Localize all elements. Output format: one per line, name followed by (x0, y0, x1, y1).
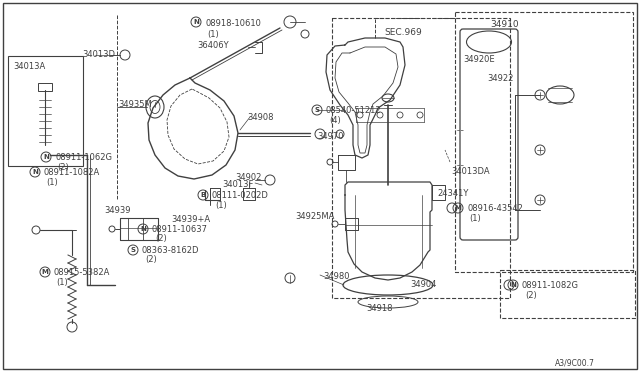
Text: 34013A: 34013A (13, 62, 45, 71)
Text: 34970: 34970 (317, 132, 344, 141)
Text: 34013D: 34013D (82, 50, 115, 59)
Text: (4): (4) (329, 116, 340, 125)
Bar (332, 18, 510, 298)
Text: 34910: 34910 (490, 20, 518, 29)
Text: 08918-10610: 08918-10610 (205, 19, 261, 28)
Text: (2): (2) (525, 291, 537, 300)
Text: M: M (454, 205, 461, 211)
Text: 34939+A: 34939+A (171, 215, 210, 224)
Text: 34980: 34980 (323, 272, 349, 281)
Text: (1): (1) (56, 278, 68, 287)
Text: B: B (200, 192, 205, 198)
Text: 08911-1082G: 08911-1082G (522, 281, 579, 290)
Text: 08363-8162D: 08363-8162D (142, 246, 200, 255)
Text: 34908: 34908 (247, 113, 273, 122)
Text: (1): (1) (215, 201, 227, 210)
Text: 24341Y: 24341Y (437, 189, 468, 198)
Text: 34918: 34918 (366, 304, 392, 313)
Text: N: N (193, 19, 199, 25)
Text: A3/9C00.7: A3/9C00.7 (555, 358, 595, 367)
Text: 34939: 34939 (104, 206, 131, 215)
Text: 36406Y: 36406Y (197, 41, 228, 50)
Text: 08911-1062G: 08911-1062G (55, 153, 112, 162)
Text: M: M (42, 269, 49, 275)
Text: 34935M: 34935M (118, 100, 152, 109)
Text: 08916-43542: 08916-43542 (467, 204, 523, 213)
Text: N: N (32, 169, 38, 175)
Text: 34904: 34904 (410, 280, 436, 289)
Bar (455, 12, 633, 272)
Bar (8, 56, 83, 166)
Text: 34013DA: 34013DA (451, 167, 490, 176)
Text: 08911-1082A: 08911-1082A (44, 168, 100, 177)
Text: 08911-10637: 08911-10637 (152, 225, 208, 234)
Text: 08111-0202D: 08111-0202D (212, 191, 269, 200)
Text: (1): (1) (207, 30, 219, 39)
Text: 34013F: 34013F (222, 180, 253, 189)
Bar (38, 83, 52, 91)
Text: S: S (314, 107, 319, 113)
Text: 34902: 34902 (235, 173, 261, 182)
Text: (1): (1) (469, 214, 481, 223)
Text: N: N (140, 226, 146, 232)
Text: N: N (510, 282, 516, 288)
Text: 34922: 34922 (487, 74, 513, 83)
Text: (1): (1) (46, 178, 58, 187)
Text: 08915-5382A: 08915-5382A (54, 268, 110, 277)
Bar (500, 270, 635, 318)
Text: SEC.969: SEC.969 (384, 28, 422, 37)
Text: 34920E: 34920E (463, 55, 495, 64)
Text: S: S (131, 247, 136, 253)
Text: 34925MA: 34925MA (295, 212, 334, 221)
Text: (2): (2) (57, 163, 68, 172)
Text: 08540-51212: 08540-51212 (326, 106, 381, 115)
Text: N: N (43, 154, 49, 160)
Text: (2): (2) (155, 234, 167, 243)
Text: (2): (2) (145, 255, 157, 264)
